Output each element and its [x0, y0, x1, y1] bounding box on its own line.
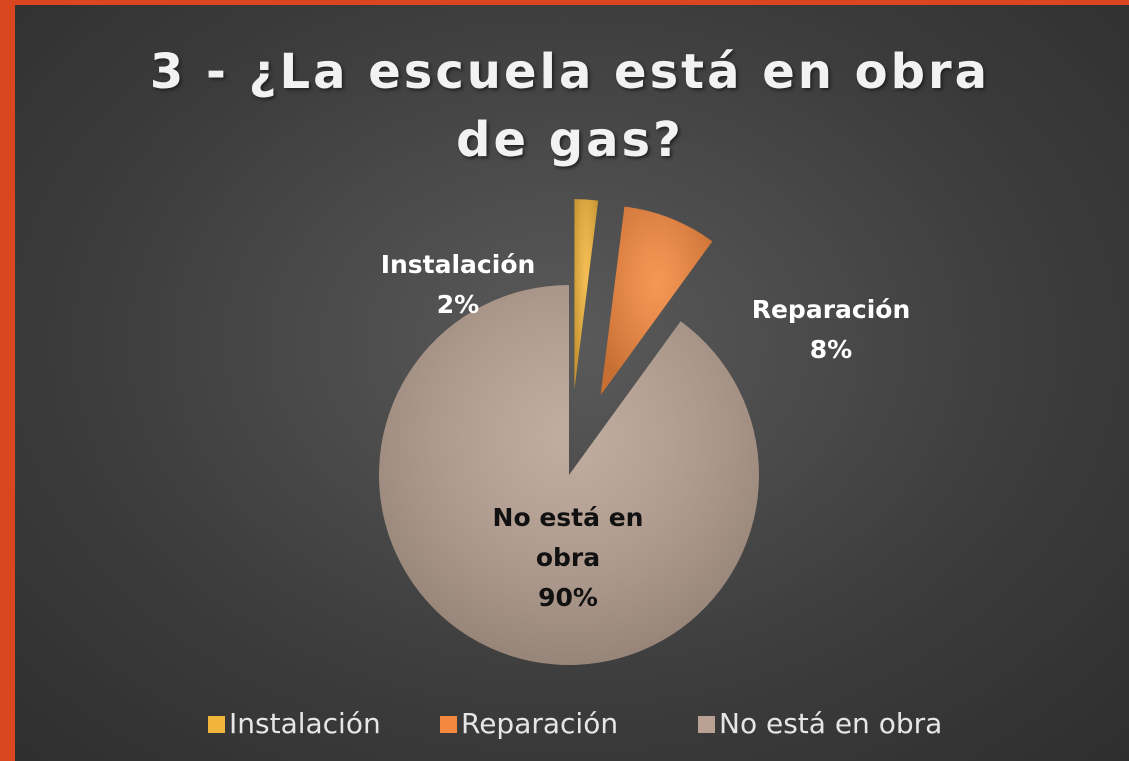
- chart-title: 3 - ¿La escuela está en obra de gas?: [149, 44, 991, 168]
- data-label-value: 2%: [436, 290, 480, 319]
- data-label: Instalación 2%: [358, 245, 558, 325]
- accent-bar: [0, 0, 15, 761]
- data-label-name: No está en obra: [492, 503, 644, 572]
- slice-shade: [600, 206, 713, 396]
- legend-swatch: [208, 716, 225, 733]
- legend-label: Instalación: [229, 707, 381, 740]
- data-label: No está en obra 90%: [483, 498, 653, 618]
- data-label-value: 90%: [538, 583, 598, 612]
- slice-shade: [379, 285, 759, 665]
- data-label-name: Instalación: [380, 250, 536, 279]
- data-label-value: 8%: [809, 335, 853, 364]
- legend-label: No está en obra: [719, 707, 943, 740]
- accent-bar: [0, 0, 1129, 5]
- legend-swatch: [698, 716, 715, 733]
- legend-swatch: [440, 716, 457, 733]
- slice-shade: [574, 199, 599, 390]
- data-label: Reparación 8%: [731, 290, 931, 370]
- data-label-name: Reparación: [751, 295, 911, 324]
- legend-label: Reparación: [461, 707, 619, 740]
